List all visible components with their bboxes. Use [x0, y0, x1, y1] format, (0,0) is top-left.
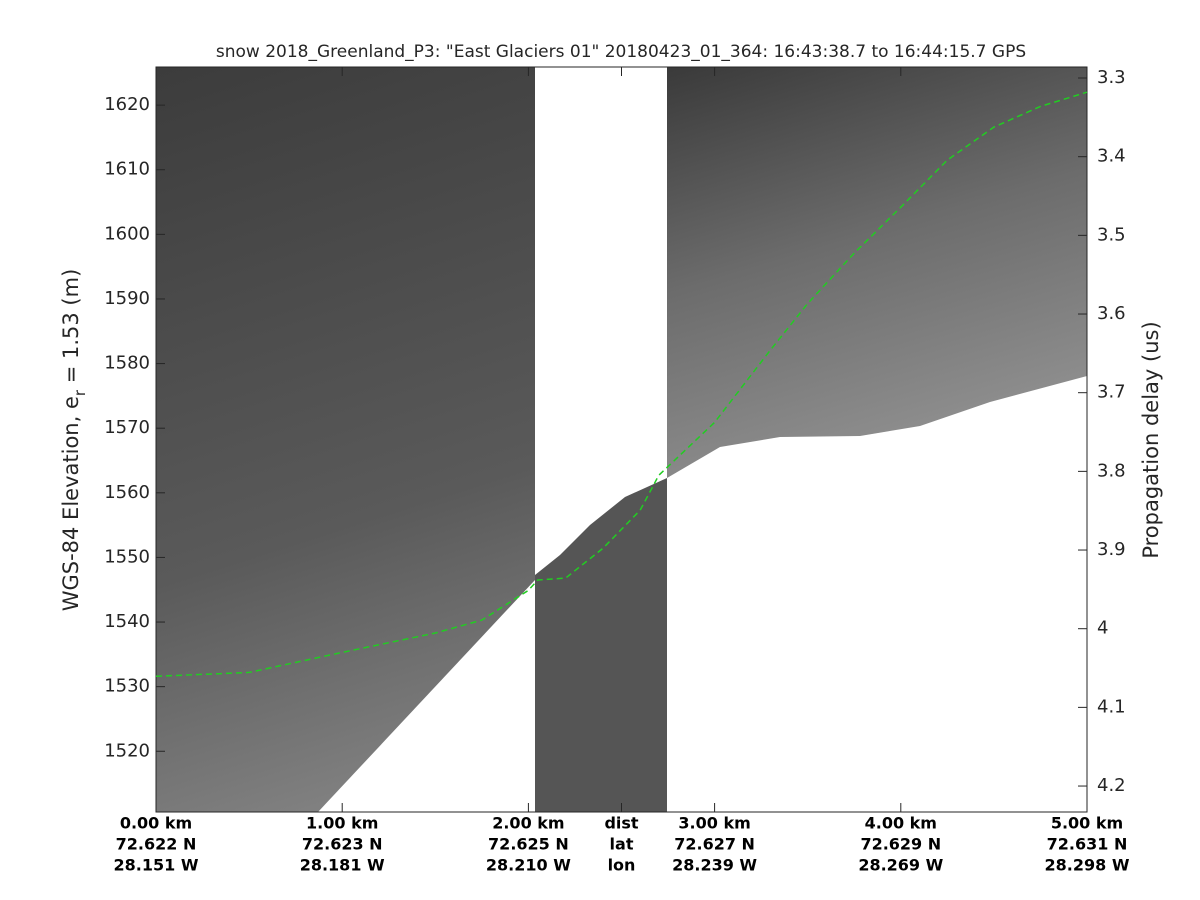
x-tick-lat: lat — [610, 835, 634, 854]
y-label-part: = 1.53 (m) — [59, 269, 83, 390]
y2-tick-label: 3.6 — [1097, 303, 1126, 324]
y-tick-label: 1560 — [104, 482, 150, 503]
y-tick-label: 1530 — [104, 676, 150, 697]
x-tick-lon: 28.151 W — [114, 856, 199, 875]
y2-tick-label: 3.9 — [1097, 539, 1126, 560]
y-tick-label: 1620 — [104, 94, 150, 115]
x-tick-lon: 28.269 W — [858, 856, 943, 875]
y2-tick-label: 3.8 — [1097, 460, 1126, 481]
y-tick-label: 1600 — [104, 223, 150, 244]
y2-tick-label: 4.1 — [1097, 696, 1126, 717]
x-tick-lon: 28.181 W — [300, 856, 385, 875]
y2-tick-label: 4 — [1097, 618, 1108, 639]
y-axis-label: WGS-84 Elevation, er = 1.53 (m) — [59, 269, 89, 612]
x-tick-lon: 28.298 W — [1045, 856, 1130, 875]
x-tick-lat: 72.623 N — [302, 835, 383, 854]
y2-axis-label: Propagation delay (us) — [1139, 321, 1163, 558]
x-tick-lat: 72.631 N — [1047, 835, 1128, 854]
y2-tick-label: 3.7 — [1097, 382, 1126, 403]
echogram — [156, 67, 1087, 812]
x-tick-label: 1.00 km — [306, 814, 378, 833]
x-tick-lat: 72.627 N — [674, 835, 755, 854]
chart-title: snow 2018_Greenland_P3: "East Glaciers 0… — [216, 42, 1026, 62]
y2-tick-label: 3.4 — [1097, 146, 1126, 167]
x-tick-label: 4.00 km — [865, 814, 937, 833]
y2-tick-label: 3.5 — [1097, 224, 1126, 245]
y-label-part: WGS-84 Elevation, e — [59, 396, 83, 611]
y-tick-label: 1520 — [104, 740, 150, 761]
y-tick-label: 1590 — [104, 288, 150, 309]
y-tick-label: 1610 — [104, 159, 150, 180]
x-tick-lon: 28.210 W — [486, 856, 571, 875]
x-tick-label: dist — [604, 814, 638, 833]
y2-tick-label: 3.3 — [1097, 67, 1126, 88]
x-tick-lat: 72.625 N — [488, 835, 569, 854]
x-tick-lon: lon — [608, 856, 636, 875]
x-tick-lon: 28.239 W — [672, 856, 757, 875]
x-tick-lat: 72.622 N — [116, 835, 197, 854]
x-tick-lat: 72.629 N — [860, 835, 941, 854]
y2-tick-label: 4.2 — [1097, 775, 1126, 796]
y-tick-label: 1580 — [104, 353, 150, 374]
x-tick-label: 2.00 km — [492, 814, 564, 833]
y-tick-label: 1550 — [104, 546, 150, 567]
surface-line — [155, 91, 1088, 678]
x-tick-label: 0.00 km — [120, 814, 192, 833]
x-tick-label: 3.00 km — [678, 814, 750, 833]
y-tick-label: 1540 — [104, 611, 150, 632]
y-label-sub: r — [71, 389, 89, 396]
y-tick-label: 1570 — [104, 417, 150, 438]
x-tick-label: 5.00 km — [1051, 814, 1123, 833]
